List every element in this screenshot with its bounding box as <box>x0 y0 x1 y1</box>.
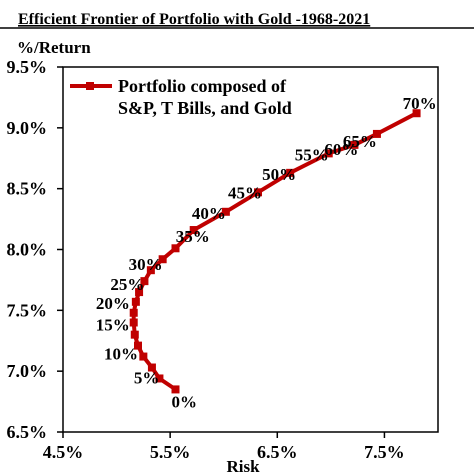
data-label: 30% <box>129 255 163 274</box>
data-label: 50% <box>262 165 296 184</box>
data-point-marker <box>140 277 149 286</box>
data-point-marker <box>350 140 359 149</box>
x-tick-label: 7.5% <box>364 442 405 462</box>
data-point-marker <box>131 297 140 306</box>
data-label: 15% <box>96 316 130 335</box>
legend-label: Portfolio composed of <box>118 76 287 96</box>
data-label: 0% <box>172 392 198 411</box>
y-tick-label: 6.5% <box>7 422 48 442</box>
data-point-marker <box>158 255 167 264</box>
data-label: 5% <box>134 369 160 388</box>
data-label: 45% <box>228 183 262 202</box>
data-point-marker <box>147 363 156 372</box>
data-label: 70% <box>403 94 437 113</box>
data-point-marker <box>130 330 139 339</box>
y-tick-label: 8.0% <box>7 240 48 260</box>
data-point-marker <box>129 318 138 327</box>
data-point-marker <box>135 288 144 297</box>
plot-area: 6.5% 7.0% 7.5% 8.0% 8.5% 9.0% 9.5% 4.5% 5.5% 6.5%… <box>7 57 439 462</box>
data-label: 25% <box>110 275 144 294</box>
data-point-marker <box>139 352 148 361</box>
data-point-marker <box>324 149 333 158</box>
data-point-marker <box>412 109 421 118</box>
plot-frame <box>62 66 439 433</box>
data-label: 35% <box>176 227 210 246</box>
data-point-marker <box>171 385 180 394</box>
data-point-marker <box>189 226 198 235</box>
data-point-marker <box>221 207 230 216</box>
data-point-marker <box>286 168 295 177</box>
x-tick-label: 5.5% <box>150 442 191 462</box>
data-label: 20% <box>96 294 130 313</box>
y-tick-label: 8.5% <box>7 179 48 199</box>
y-tick-label: 7.0% <box>7 361 48 381</box>
y-tick-label: 9.0% <box>7 118 48 138</box>
data-point-marker <box>129 308 138 317</box>
data-point-marker <box>146 266 155 275</box>
y-tick-label: 9.5% <box>7 57 48 77</box>
chart-title: Efficient Frontier of Portfolio with Gol… <box>18 11 370 28</box>
data-label: 60% <box>324 140 358 159</box>
data-point-marker <box>155 374 164 383</box>
x-tick-label: 6.5% <box>257 442 298 462</box>
data-label: 55% <box>295 145 329 164</box>
data-label: 10% <box>104 345 138 364</box>
data-point-marker <box>134 341 142 350</box>
y-tick-label: 7.5% <box>7 300 48 320</box>
data-label: 65% <box>343 132 377 151</box>
legend-marker <box>86 82 94 90</box>
legend-label: S&P, T Bills, and Gold <box>118 98 292 118</box>
series-line <box>131 111 418 392</box>
data-label: 40% <box>192 204 226 223</box>
data-point-marker <box>372 129 381 138</box>
data-point-marker <box>254 188 262 197</box>
x-axis-title: Risk <box>226 457 260 474</box>
x-tick-label: 4.5% <box>43 442 84 462</box>
data-point-marker <box>171 244 180 253</box>
y-axis-title: %/Return <box>17 38 91 57</box>
